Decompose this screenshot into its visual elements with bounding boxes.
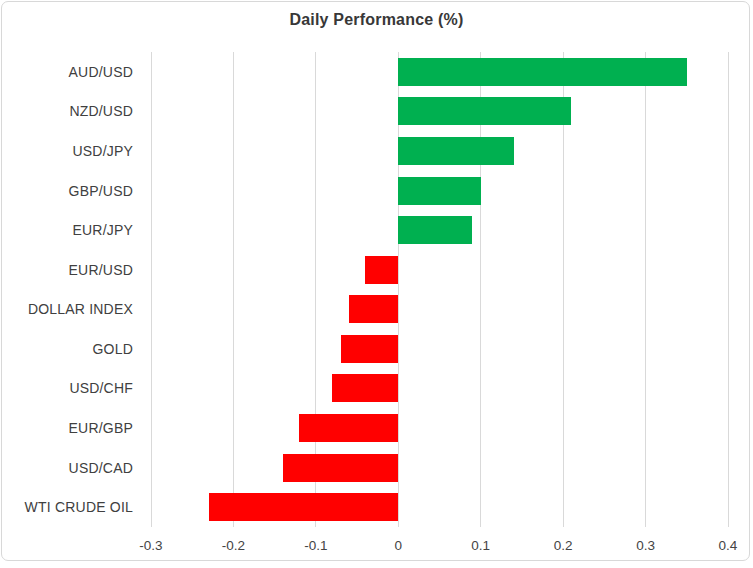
chart-title: Daily Performance (%) — [0, 11, 753, 29]
tick-label: -0.2 — [222, 538, 245, 553]
tick-label: -0.3 — [139, 538, 162, 553]
category-label: GBP/USD — [0, 171, 133, 211]
bar — [299, 414, 398, 442]
category-label: NZD/USD — [0, 92, 133, 132]
category-label: DOLLAR INDEX — [0, 289, 133, 329]
bar-row — [151, 369, 728, 409]
bar-row — [151, 92, 728, 132]
category-label: AUD/USD — [0, 52, 133, 92]
daily-performance-chart: Daily Performance (%) AUD/USDNZD/USDUSD/… — [0, 0, 753, 568]
plot-area — [151, 52, 728, 527]
category-label: EUR/USD — [0, 250, 133, 290]
tick-label: -0.1 — [304, 538, 327, 553]
bar-row — [151, 329, 728, 369]
bar — [283, 454, 398, 482]
bars-container — [151, 52, 728, 527]
bar — [365, 256, 398, 284]
bar-row — [151, 289, 728, 329]
tick-label: 0.1 — [471, 538, 490, 553]
bar — [209, 493, 399, 521]
category-label: USD/JPY — [0, 131, 133, 171]
bar — [341, 335, 399, 363]
bar-row — [151, 487, 728, 527]
bar — [398, 177, 480, 205]
tick-label: 0.3 — [636, 538, 655, 553]
bar-row — [151, 131, 728, 171]
bar-row — [151, 52, 728, 92]
bar — [332, 374, 398, 402]
bar — [398, 97, 571, 125]
bar-row — [151, 250, 728, 290]
bar-row — [151, 408, 728, 448]
bar-row — [151, 171, 728, 211]
category-axis: AUD/USDNZD/USDUSD/JPYGBP/USDEUR/JPYEUR/U… — [0, 52, 133, 527]
category-label: GOLD — [0, 329, 133, 369]
category-label: USD/CAD — [0, 448, 133, 488]
bar — [398, 216, 472, 244]
bar — [398, 58, 687, 86]
category-label: EUR/JPY — [0, 210, 133, 250]
value-axis: -0.3-0.2-0.100.10.20.30.4 — [151, 538, 728, 556]
category-label: USD/CHF — [0, 369, 133, 409]
bar-row — [151, 210, 728, 250]
tick-label: 0.2 — [554, 538, 573, 553]
bar — [398, 137, 513, 165]
tick-label: 0.4 — [719, 538, 738, 553]
category-label: EUR/GBP — [0, 408, 133, 448]
bar-row — [151, 448, 728, 488]
bar — [349, 295, 398, 323]
tick-label: 0 — [395, 538, 403, 553]
category-label: WTI CRUDE OIL — [0, 487, 133, 527]
